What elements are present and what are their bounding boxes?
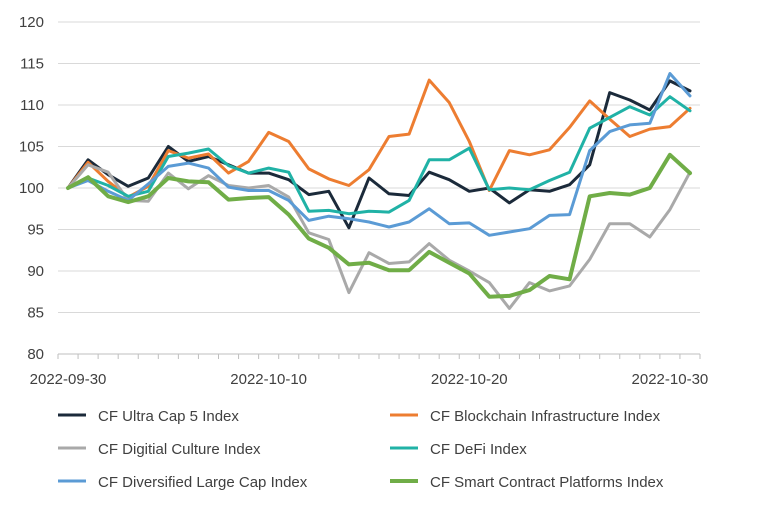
legend-label: CF Smart Contract Platforms Index bbox=[430, 474, 664, 491]
y-tick-label: 80 bbox=[27, 346, 44, 363]
y-tick-label: 120 bbox=[19, 14, 44, 31]
series-line-2 bbox=[66, 163, 692, 310]
series-line-5 bbox=[66, 152, 692, 299]
legend-label: CF Blockchain Infrastructure Index bbox=[430, 408, 661, 425]
y-tick-label: 110 bbox=[20, 97, 44, 114]
legend-item: CF DeFi Index bbox=[390, 441, 527, 458]
legend: CF Ultra Cap 5 Index CF Blockchain Infras… bbox=[58, 408, 664, 491]
series-line-3 bbox=[66, 95, 692, 216]
legend-item: CF Blockchain Infrastructure Index bbox=[390, 408, 661, 425]
y-tick-label: 95 bbox=[27, 222, 44, 239]
x-tick-label: 2022-10-10 bbox=[230, 371, 307, 388]
series-line-1 bbox=[66, 78, 692, 199]
y-tick-label: 100 bbox=[19, 180, 44, 197]
y-tick-label: 115 bbox=[20, 56, 44, 73]
legend-label: CF Digitial Culture Index bbox=[98, 441, 261, 458]
legend-item: CF Ultra Cap 5 Index bbox=[58, 408, 239, 425]
y-tick-label: 85 bbox=[27, 305, 44, 322]
legend-item: CF Digitial Culture Index bbox=[58, 441, 261, 458]
legend-item: CF Smart Contract Platforms Index bbox=[390, 474, 664, 491]
legend-label: CF Ultra Cap 5 Index bbox=[98, 408, 239, 425]
x-tick-label: 2022-10-20 bbox=[431, 371, 508, 388]
x-axis: 2022-09-30 2022-10-10 2022-10-20 2022-10-30 bbox=[30, 353, 709, 388]
series-lines bbox=[66, 72, 692, 310]
gridlines bbox=[58, 21, 700, 313]
y-axis-ticks: 80 85 90 95 100 105 110 115 120 bbox=[19, 14, 44, 363]
x-tick-label: 2022-09-30 bbox=[30, 371, 107, 388]
legend-item: CF Diversified Large Cap Index bbox=[58, 474, 308, 491]
y-tick-label: 90 bbox=[27, 263, 44, 280]
legend-label: CF DeFi Index bbox=[430, 441, 527, 458]
series-line-0 bbox=[66, 79, 692, 230]
y-tick-label: 105 bbox=[19, 139, 44, 156]
x-tick-label: 2022-10-30 bbox=[632, 371, 709, 388]
legend-label: CF Diversified Large Cap Index bbox=[98, 474, 308, 491]
series-line-4 bbox=[66, 72, 692, 237]
